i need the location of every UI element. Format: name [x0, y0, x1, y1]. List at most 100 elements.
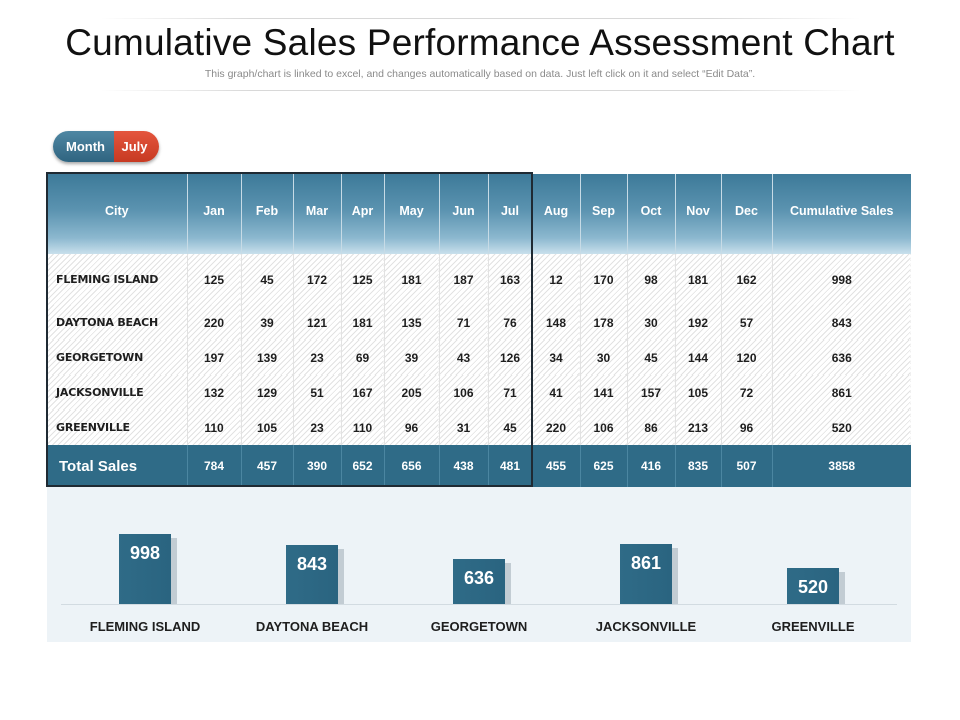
sales-cell: 23 [293, 410, 342, 445]
bar-shadow [171, 538, 177, 604]
sales-cell: 45 [627, 340, 676, 375]
sales-cell: 86 [627, 410, 676, 445]
sales-cell: 220 [532, 410, 581, 445]
total-sales-cell: 3858 [772, 445, 911, 487]
month-selector-value[interactable]: July [114, 131, 159, 162]
sales-cell: 12 [532, 254, 581, 305]
title-bottom-divider [100, 90, 860, 91]
sales-cell: 96 [721, 410, 773, 445]
sales-cell: 998 [772, 254, 911, 305]
sales-cell: 34 [532, 340, 581, 375]
sales-cell: 135 [384, 305, 440, 340]
sales-cell: 30 [627, 305, 676, 340]
category-label: GEORGETOWN [431, 619, 528, 634]
column-header-oct: Oct [627, 174, 676, 254]
total-sales-row: Total Sales 784 457 390 652 656 438 481 455 625 41… [47, 445, 911, 487]
sales-cell: 129 [241, 375, 294, 410]
bar-shadow [672, 548, 678, 604]
bar-georgetown [453, 559, 505, 604]
sales-cell: 163 [488, 254, 533, 305]
sales-cell: 43 [439, 340, 489, 375]
total-sales-cell: 455 [532, 445, 581, 487]
sales-cell: 141 [580, 375, 628, 410]
total-sales-cell: 416 [627, 445, 676, 487]
sales-cell: 520 [772, 410, 911, 445]
sales-cell: 71 [488, 375, 533, 410]
city-cell: FLEMING ISLAND [47, 254, 188, 305]
page-subtitle: This graph/chart is linked to excel, and… [204, 68, 756, 80]
city-cell: GREENVILLE [47, 410, 188, 445]
sales-cell: 192 [675, 305, 722, 340]
column-header-jul: Jul [488, 174, 533, 254]
sales-cell: 96 [384, 410, 440, 445]
sales-cell: 144 [675, 340, 722, 375]
column-header-city: City [47, 174, 188, 254]
sales-table: City Jan Feb Mar Apr May Jun Jul Aug Sep Oct Nov Dec… [47, 174, 911, 487]
total-sales-cell: 390 [293, 445, 342, 487]
sales-cell: 45 [488, 410, 533, 445]
sales-cell: 636 [772, 340, 911, 375]
sales-cell: 197 [187, 340, 242, 375]
sales-cell: 125 [187, 254, 242, 305]
category-label: GREENVILLE [771, 619, 854, 634]
sales-cell: 205 [384, 375, 440, 410]
column-header-jun: Jun [439, 174, 489, 254]
bar-value-label: 861 [631, 553, 661, 573]
month-selector-label: Month [53, 131, 114, 162]
sales-cell: 121 [293, 305, 342, 340]
sales-cell: 132 [187, 375, 242, 410]
column-header-sep: Sep [580, 174, 628, 254]
sales-cell: 148 [532, 305, 581, 340]
sales-cell: 76 [488, 305, 533, 340]
sales-cell: 861 [772, 375, 911, 410]
sales-cell: 120 [721, 340, 773, 375]
city-cell: GEORGETOWN [47, 340, 188, 375]
sales-cell: 125 [341, 254, 385, 305]
bar-daytona-beach [286, 545, 338, 604]
bar-shadow [338, 549, 344, 604]
city-cell: JACKSONVILLE [47, 375, 188, 410]
total-sales-cell: 481 [488, 445, 533, 487]
sales-cell: 106 [580, 410, 628, 445]
sales-cell: 110 [187, 410, 242, 445]
bar-value-label: 998 [130, 543, 160, 563]
total-sales-cell: 457 [241, 445, 294, 487]
sales-cell: 31 [439, 410, 489, 445]
column-header-mar: Mar [293, 174, 342, 254]
sales-cell: 172 [293, 254, 342, 305]
sales-cell: 39 [384, 340, 440, 375]
bar-value-label: 636 [464, 568, 494, 588]
sales-cell: 41 [532, 375, 581, 410]
table-body: FLEMING ISLAND 125 45 172 125 181 187 163 12 170 9… [47, 254, 911, 445]
bar-fleming-island [119, 534, 171, 604]
category-label: JACKSONVILLE [596, 619, 697, 634]
sales-cell: 139 [241, 340, 294, 375]
sales-cell: 110 [341, 410, 385, 445]
table-row: GREENVILLE 110 105 23 110 96 31 45 220 106 86 213 96… [47, 410, 911, 445]
sales-cell: 71 [439, 305, 489, 340]
total-sales-cell: 507 [721, 445, 773, 487]
column-header-may: May [384, 174, 440, 254]
sales-cell: 23 [293, 340, 342, 375]
category-label: FLEMING ISLAND [90, 619, 201, 634]
cumulative-sales-chart-panel: 998 FLEMING ISLAND 843 DAYTONA BEACH 636 GEOR… [47, 487, 911, 642]
category-label: DAYTONA BEACH [256, 619, 368, 634]
sales-cell: 170 [580, 254, 628, 305]
total-sales-cell: 656 [384, 445, 440, 487]
sales-cell: 213 [675, 410, 722, 445]
sales-cell: 843 [772, 305, 911, 340]
sales-cell: 72 [721, 375, 773, 410]
column-header-jan: Jan [187, 174, 242, 254]
column-header-feb: Feb [241, 174, 294, 254]
bar-shadow [839, 572, 845, 604]
bar-greenville [787, 568, 839, 604]
column-header-aug: Aug [532, 174, 581, 254]
table-header-row: City Jan Feb Mar Apr May Jun Jul Aug Sep Oct Nov Dec… [47, 174, 911, 254]
total-sales-cell: 438 [439, 445, 489, 487]
bar-value-label: 843 [297, 554, 327, 574]
city-cell: DAYTONA BEACH [47, 305, 188, 340]
sales-cell: 30 [580, 340, 628, 375]
month-selector[interactable]: Month July [53, 131, 159, 162]
sales-cell: 187 [439, 254, 489, 305]
sales-cell: 167 [341, 375, 385, 410]
